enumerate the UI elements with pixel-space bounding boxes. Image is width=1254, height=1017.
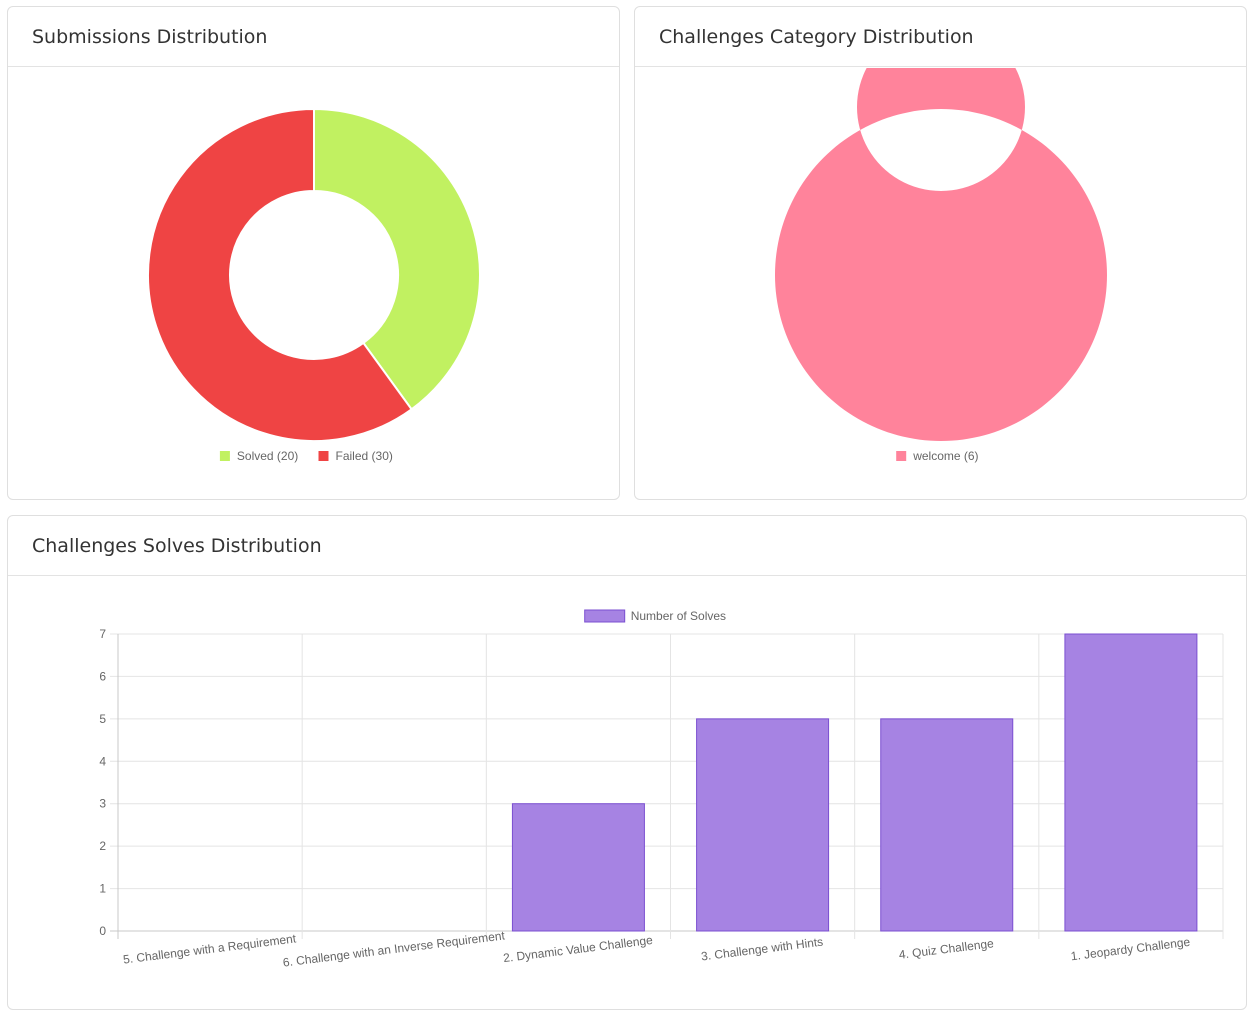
submissions-card-header: Submissions Distribution bbox=[8, 7, 619, 67]
y-tick-label: 6 bbox=[99, 669, 106, 683]
y-tick-label: 7 bbox=[99, 627, 106, 641]
y-tick-label: 0 bbox=[99, 924, 106, 938]
x-tick-label: 3. Challenge with Hints bbox=[700, 935, 824, 964]
legend-label-welcome: welcome (6) bbox=[912, 449, 978, 463]
category-pie-chart: welcome (6) bbox=[775, 68, 1107, 463]
bar-3-challenge-with-hints bbox=[696, 718, 830, 932]
legend-swatch-number-of-solves bbox=[584, 609, 626, 623]
submissions-card: Submissions Distribution Solved (20) Fail… bbox=[7, 6, 620, 500]
y-tick-label: 3 bbox=[99, 797, 106, 811]
category-card-header: Challenges Category Distribution bbox=[635, 7, 1246, 67]
pie-slice-welcome bbox=[775, 68, 1107, 441]
solves-card: Challenges Solves Distribution 0 1 2 3 4 5 6 7 5… bbox=[7, 515, 1247, 1010]
x-tick-label: 1. Jeopardy Challenge bbox=[1070, 935, 1191, 964]
submissions-pie-chart: Solved (20) Failed (30) bbox=[147, 107, 481, 463]
y-tick-label: 4 bbox=[99, 754, 106, 768]
bar-1-jeopardy-challenge bbox=[1064, 633, 1198, 932]
submissions-title: Submissions Distribution bbox=[32, 25, 268, 48]
y-tick-label: 2 bbox=[99, 839, 106, 853]
solves-title: Challenges Solves Distribution bbox=[32, 534, 322, 557]
solves-card-header: Challenges Solves Distribution bbox=[8, 516, 1246, 576]
legend-swatch-solved bbox=[219, 451, 230, 461]
category-card: Challenges Category Distribution welcome… bbox=[634, 6, 1247, 500]
y-tick-label: 5 bbox=[99, 712, 106, 726]
category-title: Challenges Category Distribution bbox=[659, 25, 974, 48]
x-tick-label: 2. Dynamic Value Challenge bbox=[502, 933, 653, 965]
x-tick-label: 5. Challenge with a Requirement bbox=[122, 931, 297, 966]
legend-label-solved: Solved (20) bbox=[237, 449, 298, 463]
legend-swatch-failed bbox=[318, 451, 329, 461]
bar-4-quiz-challenge bbox=[880, 718, 1014, 932]
pie-slice-solved bbox=[313, 107, 481, 411]
legend-label-number-of-solves: Number of Solves bbox=[631, 609, 726, 623]
y-tick-label: 1 bbox=[99, 882, 106, 896]
bar-2-dynamic-value-challenge bbox=[511, 803, 645, 932]
x-tick-label: 6. Challenge with an Inverse Requirement bbox=[282, 928, 506, 969]
x-tick-label: 4. Quiz Challenge bbox=[898, 936, 995, 962]
pie-slice-failed bbox=[147, 107, 413, 442]
legend-swatch-welcome bbox=[896, 451, 907, 461]
solves-bar-chart: 0 1 2 3 4 5 6 7 5. Challenge with a Requirement6… bbox=[99, 609, 1224, 970]
legend-label-failed: Failed (30) bbox=[336, 449, 393, 463]
